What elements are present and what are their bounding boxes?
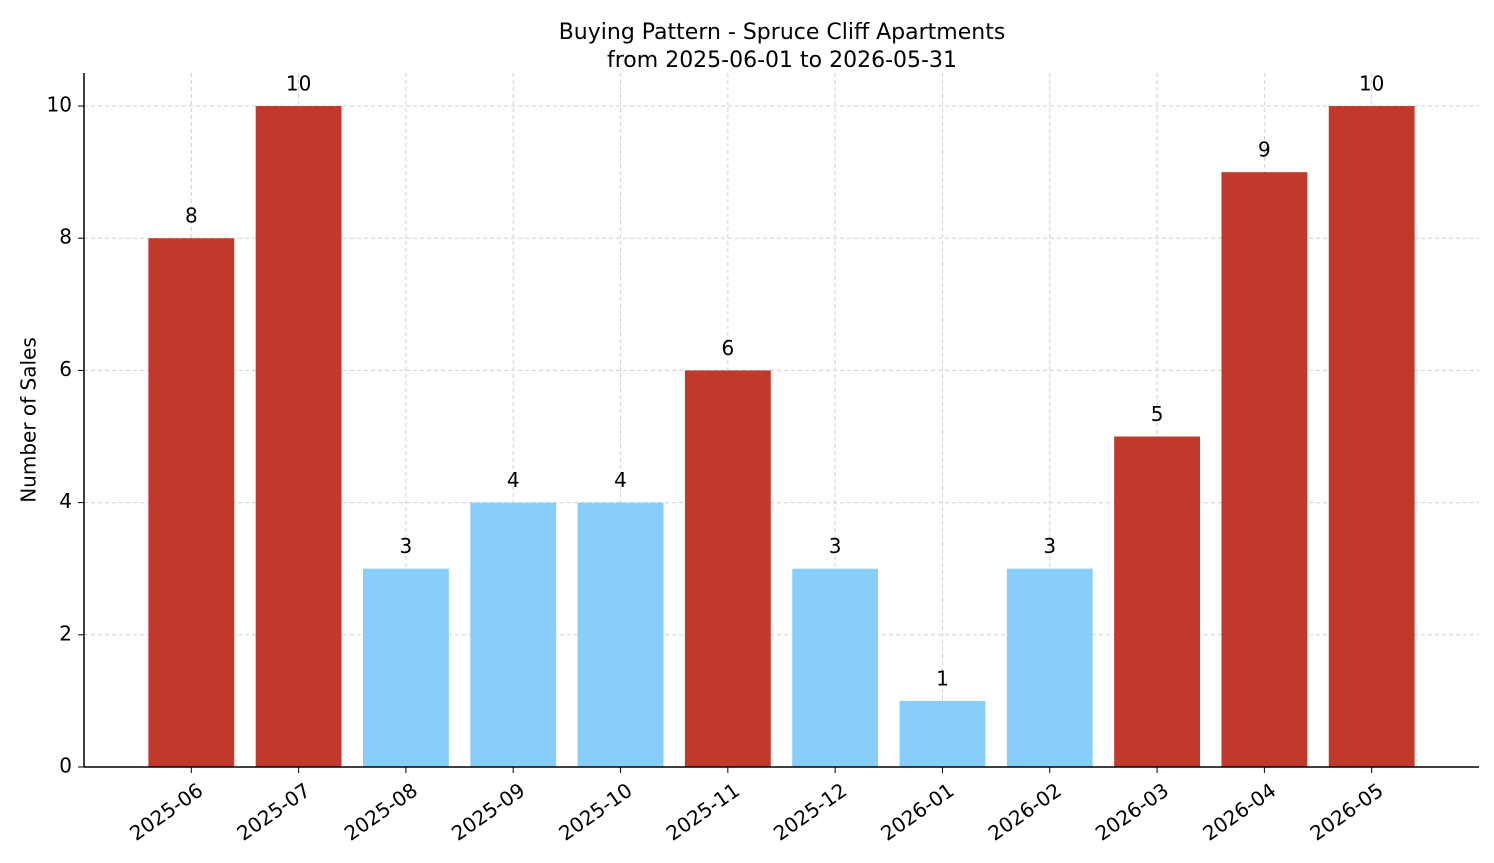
x-tick-label: 2026-05 <box>1305 778 1387 846</box>
chart-title: Buying Pattern - Spruce Cliff Apartments <box>559 20 1006 45</box>
x-tick-label: 2025-10 <box>554 778 636 846</box>
y-tick-label: 8 <box>59 225 72 249</box>
bar <box>1006 568 1093 767</box>
y-tick-label: 2 <box>59 621 72 645</box>
y-axis-label: Number of Sales <box>17 337 41 503</box>
x-tick-label: 2026-04 <box>1198 778 1280 846</box>
x-tick-label: 2025-09 <box>447 778 529 846</box>
x-tick-label: 2025-07 <box>232 778 314 846</box>
value-label: 4 <box>507 468 520 492</box>
bar <box>1114 436 1200 767</box>
value-label: 10 <box>1359 72 1384 96</box>
bar <box>1221 172 1308 768</box>
bar <box>255 106 342 768</box>
value-label: 10 <box>286 72 311 96</box>
value-label: 9 <box>1258 138 1271 162</box>
y-tick-label: 4 <box>59 489 72 513</box>
y-tick-label: 6 <box>59 357 72 381</box>
x-tick-label: 2025-11 <box>662 778 744 846</box>
bar <box>899 700 986 767</box>
value-label: 5 <box>1151 402 1164 426</box>
value-label: 1 <box>936 666 949 690</box>
bar <box>792 568 879 767</box>
x-tick-label: 2025-08 <box>340 778 422 846</box>
value-label: 6 <box>721 336 734 360</box>
value-label: 8 <box>185 204 198 228</box>
bar <box>148 238 235 767</box>
x-tick-label: 2026-01 <box>876 778 958 846</box>
y-tick-label: 0 <box>59 754 72 778</box>
value-label: 3 <box>1043 534 1056 558</box>
bar <box>684 370 771 767</box>
x-tick-label: 2026-02 <box>984 778 1066 846</box>
bar <box>577 502 664 767</box>
bar <box>363 568 449 767</box>
value-label: 4 <box>614 468 627 492</box>
bar <box>470 502 557 767</box>
x-tick-label: 2026-03 <box>1091 778 1173 846</box>
x-tick-label: 2025-06 <box>125 778 207 846</box>
chart-subtitle: from 2025-06-01 to 2026-05-31 <box>607 48 957 73</box>
y-tick-label: 10 <box>47 93 72 117</box>
value-label: 3 <box>400 534 413 558</box>
bar <box>1328 106 1415 768</box>
x-tick-label: 2025-12 <box>769 778 851 846</box>
value-label: 3 <box>829 534 842 558</box>
